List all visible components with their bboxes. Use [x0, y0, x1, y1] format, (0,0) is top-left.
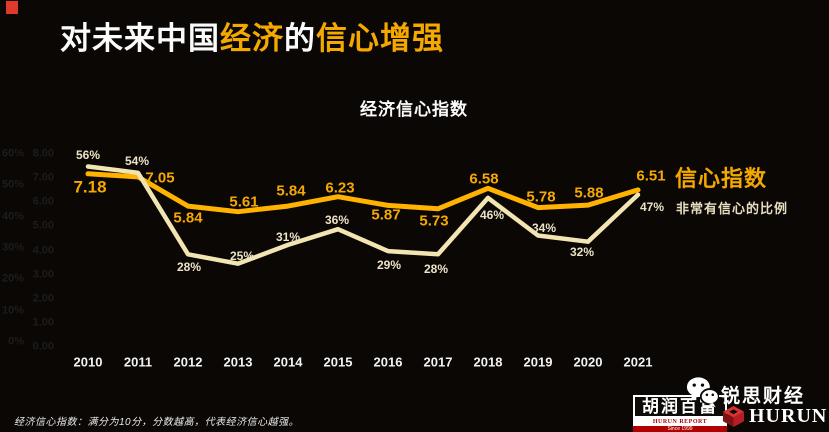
- x-axis-label-2012: 2012: [173, 354, 203, 370]
- y-axis-tick-pct: 60%: [1, 147, 24, 160]
- title-segment: 经济: [220, 21, 284, 56]
- pct-label-2013: 25%: [229, 248, 255, 263]
- y-axis-tick-index: 2.00: [32, 292, 54, 305]
- y-axis-tick-index: 4.00: [32, 244, 54, 256]
- index-label-2011: 7.05: [145, 169, 175, 187]
- y-axis-tick-index: 3.00: [32, 268, 54, 281]
- series-line-index: [85, 171, 641, 215]
- y-axis-tick-pct: 40%: [1, 210, 24, 223]
- index-label-2016: 5.87: [371, 206, 401, 224]
- x-axis-label-2017: 2017: [423, 354, 453, 370]
- page-title: 对未来中国经济的信心增强: [60, 13, 444, 58]
- x-axis-label-2020: 2020: [573, 354, 603, 370]
- ruisi-caijing-label: 锐思财经: [721, 386, 806, 407]
- footnote: 经济信心指数：满分为10分，分数越高，代表经济信心越强。: [14, 417, 300, 428]
- x-axis-label-2019: 2019: [523, 354, 553, 370]
- y-axis-tick-index: 0.00: [32, 340, 54, 353]
- y-axis-tick-index: 5.00: [32, 219, 54, 232]
- x-axis-label-2013: 2013: [223, 354, 253, 370]
- x-axis-label-2018: 2018: [473, 354, 503, 370]
- pct-label-2017: 28%: [423, 262, 449, 277]
- y-axis-tick-index: 6.00: [32, 195, 54, 208]
- y-axis-tick-pct: 0%: [8, 335, 24, 348]
- hurun-cube-icon: [722, 405, 745, 428]
- y-axis-tick-index: 1.00: [32, 316, 54, 329]
- legend-confidence-index: 信心指数: [675, 166, 768, 191]
- x-axis-label-2021: 2021: [623, 354, 653, 370]
- y-axis-tick-pct: 10%: [1, 304, 24, 317]
- title-segment: 对未来中国: [60, 21, 220, 56]
- pct-label-2020: 32%: [569, 244, 595, 259]
- pct-label-2018: 46%: [479, 207, 505, 222]
- y-axis-tick-pct: 20%: [1, 272, 24, 285]
- title-segment: 信心增强: [316, 21, 444, 56]
- x-axis-label-2014: 2014: [273, 354, 303, 370]
- hurun-wordmark: HURUN: [749, 405, 828, 427]
- y-axis-tick-pct: 30%: [1, 241, 24, 254]
- x-axis-label-2011: 2011: [123, 354, 153, 370]
- pct-label-2011: 54%: [124, 153, 150, 168]
- y-axis-tick-index: 8.00: [32, 147, 54, 160]
- legend-very-confident-pct: 非常有信心的比例: [676, 201, 789, 216]
- index-label-2015: 6.23: [325, 179, 355, 197]
- pct-label-2021: 47%: [639, 199, 665, 214]
- index-label-2010: 7.18: [73, 177, 107, 197]
- y-axis-tick-pct: 50%: [1, 178, 24, 191]
- corner-mark: [6, 1, 18, 14]
- title-segment: 的: [284, 21, 316, 56]
- pct-label-2012: 28%: [176, 260, 202, 275]
- pct-label-2010: 56%: [75, 147, 101, 162]
- index-label-2013: 5.61: [229, 193, 259, 211]
- y-axis-tick-index: 7.00: [32, 171, 54, 184]
- series-line-pct: [85, 164, 641, 266]
- index-label-2020: 5.88: [574, 184, 604, 202]
- x-axis-label-2015: 2015: [323, 354, 353, 370]
- index-label-2014: 5.84: [276, 182, 306, 200]
- index-label-2012: 5.84: [173, 209, 203, 227]
- x-axis-label-2010: 2010: [73, 354, 103, 370]
- pct-label-2019: 34%: [531, 221, 557, 236]
- chart-title: 经济信心指数: [360, 100, 468, 119]
- x-axis-label-2016: 2016: [373, 354, 403, 370]
- index-label-2017: 5.73: [419, 212, 449, 230]
- index-label-2021: 6.51: [636, 167, 666, 185]
- index-label-2019: 5.78: [526, 188, 556, 206]
- index-label-2018: 6.58: [469, 170, 499, 188]
- pct-label-2014: 31%: [275, 229, 301, 244]
- pct-label-2016: 29%: [376, 258, 402, 273]
- hurun-report-en-label: HURUN REPORT: [633, 418, 727, 426]
- pct-label-2015: 36%: [324, 213, 350, 228]
- wechat-icon: [686, 377, 719, 408]
- hurun-report-since-label: Since 1999: [633, 426, 727, 432]
